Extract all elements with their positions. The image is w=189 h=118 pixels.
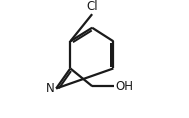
Text: Cl: Cl [86,0,98,13]
Text: OH: OH [115,80,133,93]
Text: N: N [46,82,55,95]
